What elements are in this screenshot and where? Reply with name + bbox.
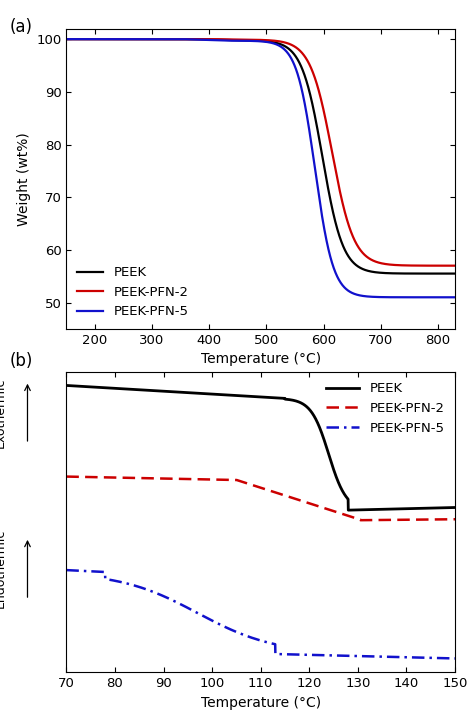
PEEK-PFN-2: [452, 262, 458, 270]
PEEK: [441, 270, 447, 278]
PEEK-PFN-2: [64, 473, 69, 481]
X-axis label: Temperature (°C): Temperature (°C): [201, 696, 321, 709]
Y-axis label: Weight (wt%): Weight (wt%): [17, 132, 31, 226]
PEEK-PFN-2: [452, 515, 458, 523]
Line: PEEK-PFN-2: PEEK-PFN-2: [66, 39, 455, 266]
Legend: PEEK, PEEK-PFN-2, PEEK-PFN-5: PEEK, PEEK-PFN-2, PEEK-PFN-5: [322, 378, 448, 438]
PEEK: [64, 381, 69, 390]
PEEK-PFN-5: [452, 654, 458, 663]
PEEK-PFN-2: [441, 515, 447, 523]
Line: PEEK-PFN-5: PEEK-PFN-5: [66, 39, 455, 297]
PEEK-PFN-2: [441, 262, 447, 270]
Text: (b): (b): [9, 352, 33, 370]
PEEK-PFN-5: [441, 293, 447, 302]
PEEK-PFN-2: [64, 35, 69, 44]
PEEK: [253, 393, 258, 401]
PEEK: [242, 36, 248, 44]
Text: (a): (a): [9, 18, 33, 36]
PEEK-PFN-2: [242, 478, 248, 487]
PEEK-PFN-5: [452, 293, 458, 302]
Legend: PEEK, PEEK-PFN-2, PEEK-PFN-5: PEEK, PEEK-PFN-2, PEEK-PFN-5: [73, 262, 193, 322]
PEEK-PFN-2: [83, 35, 89, 44]
PEEK-PFN-2: [358, 516, 364, 525]
PEEK-PFN-2: [83, 473, 89, 481]
PEEK: [83, 383, 89, 391]
PEEK-PFN-5: [83, 567, 89, 576]
PEEK-PFN-5: [242, 631, 248, 640]
Line: PEEK: PEEK: [66, 385, 455, 510]
PEEK: [441, 503, 447, 512]
PEEK-PFN-5: [253, 36, 258, 45]
PEEK-PFN-2: [370, 516, 375, 524]
Text: Exothermic: Exothermic: [0, 377, 7, 448]
PEEK: [64, 35, 69, 44]
PEEK-PFN-2: [253, 36, 258, 44]
PEEK-PFN-5: [253, 635, 258, 644]
PEEK: [242, 392, 248, 400]
PEEK-PFN-5: [370, 652, 375, 661]
X-axis label: Temperature (°C): Temperature (°C): [201, 352, 321, 366]
PEEK-PFN-2: [253, 482, 258, 490]
PEEK-PFN-2: [441, 515, 447, 523]
PEEK: [346, 506, 351, 514]
Line: PEEK-PFN-5: PEEK-PFN-5: [66, 570, 455, 659]
PEEK: [370, 267, 375, 276]
PEEK-PFN-2: [242, 36, 248, 44]
PEEK-PFN-5: [64, 35, 69, 44]
PEEK: [83, 35, 89, 44]
PEEK-PFN-5: [441, 654, 447, 663]
PEEK-PFN-5: [64, 566, 69, 574]
PEEK: [441, 270, 447, 278]
Text: Endothermic: Endothermic: [0, 529, 7, 608]
PEEK: [370, 506, 375, 514]
PEEK-PFN-5: [441, 654, 447, 663]
PEEK: [253, 36, 258, 45]
PEEK-PFN-5: [242, 36, 248, 45]
PEEK: [452, 270, 458, 278]
PEEK-PFN-5: [370, 292, 375, 301]
PEEK-PFN-2: [441, 262, 447, 270]
PEEK-PFN-5: [441, 293, 447, 302]
PEEK: [452, 503, 458, 512]
PEEK-PFN-2: [370, 256, 375, 265]
PEEK-PFN-5: [83, 35, 89, 44]
PEEK: [441, 503, 447, 512]
Line: PEEK-PFN-2: PEEK-PFN-2: [66, 477, 455, 521]
Line: PEEK: PEEK: [66, 39, 455, 274]
